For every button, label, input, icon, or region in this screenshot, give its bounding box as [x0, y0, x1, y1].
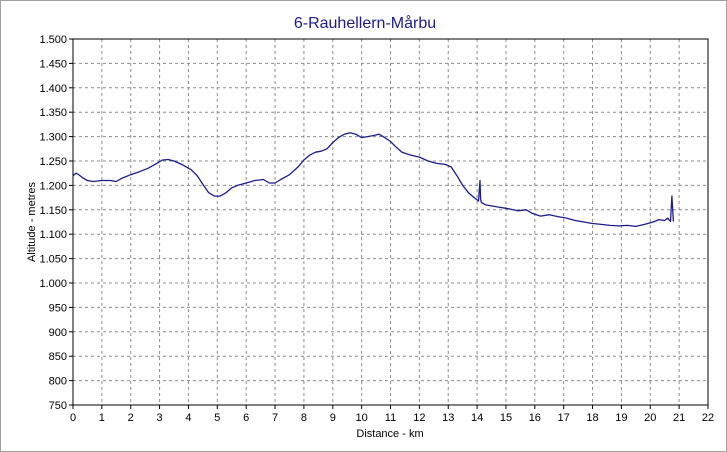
x-tick-label: 10 [356, 412, 368, 424]
x-tick-label: 12 [413, 412, 425, 424]
x-tick-label: 8 [301, 412, 307, 424]
y-tick-label: 1.250 [39, 156, 67, 168]
x-tick-label: 16 [529, 412, 541, 424]
x-tick-label: 21 [673, 412, 685, 424]
x-tick-label: 1 [99, 412, 105, 424]
y-tick-label: 900 [49, 327, 67, 339]
x-tick-label: 13 [442, 412, 454, 424]
elevation-line-layer [72, 132, 675, 228]
x-tick-label: 11 [385, 412, 396, 424]
x-tick-label: 14 [471, 412, 483, 424]
x-tick-label: 2 [128, 412, 134, 424]
x-tick-label: 4 [185, 412, 191, 424]
y-tick-label: 1.050 [39, 254, 67, 266]
x-tick-label: 9 [330, 412, 336, 424]
x-axis-label: Distance - km [356, 428, 423, 440]
y-tick-label: 1.100 [39, 229, 67, 241]
x-tick-label: 3 [157, 412, 163, 424]
y-tick-label: 950 [49, 302, 67, 314]
x-tick-label: 7 [272, 412, 278, 424]
x-tick-label: 20 [644, 412, 656, 424]
y-tick-label: 1.400 [39, 83, 67, 95]
x-tick-label: 5 [214, 412, 220, 424]
y-tick-label: 1.300 [39, 132, 67, 144]
y-tick-label: 1.350 [39, 107, 67, 119]
grid-lines [73, 39, 708, 405]
y-axis-ticks: 750 800 850 900 950 1.000 1.050 1.100 1.150 1.200… [39, 34, 73, 412]
y-axis-label: Altitude - metres [26, 181, 38, 262]
y-tick-label: 1.200 [39, 180, 67, 192]
x-axis-ticks: 0 1 2 3 4 5 6 7 8 9 10 11 12 13 14 15 16 17 18 19 20 21 22 [70, 405, 714, 424]
x-tick-label: 22 [702, 412, 714, 424]
chart-title: 6-Rauhellern-Mårbu [294, 14, 436, 32]
y-tick-label: 800 [49, 376, 67, 388]
y-tick-label: 850 [49, 351, 67, 363]
y-tick-label: 1.450 [39, 58, 67, 70]
x-tick-label: 15 [500, 412, 512, 424]
y-tick-label: 1.000 [39, 278, 67, 290]
x-tick-label: 17 [558, 412, 570, 424]
x-tick-label: 6 [243, 412, 249, 424]
x-tick-label: 18 [586, 412, 598, 424]
x-tick-label: 0 [70, 412, 76, 424]
y-tick-label: 1.150 [39, 205, 67, 217]
elevation-line [72, 132, 675, 228]
y-tick-label: 1.500 [39, 34, 67, 46]
y-tick-label: 750 [49, 400, 67, 412]
x-tick-label: 19 [615, 412, 627, 424]
